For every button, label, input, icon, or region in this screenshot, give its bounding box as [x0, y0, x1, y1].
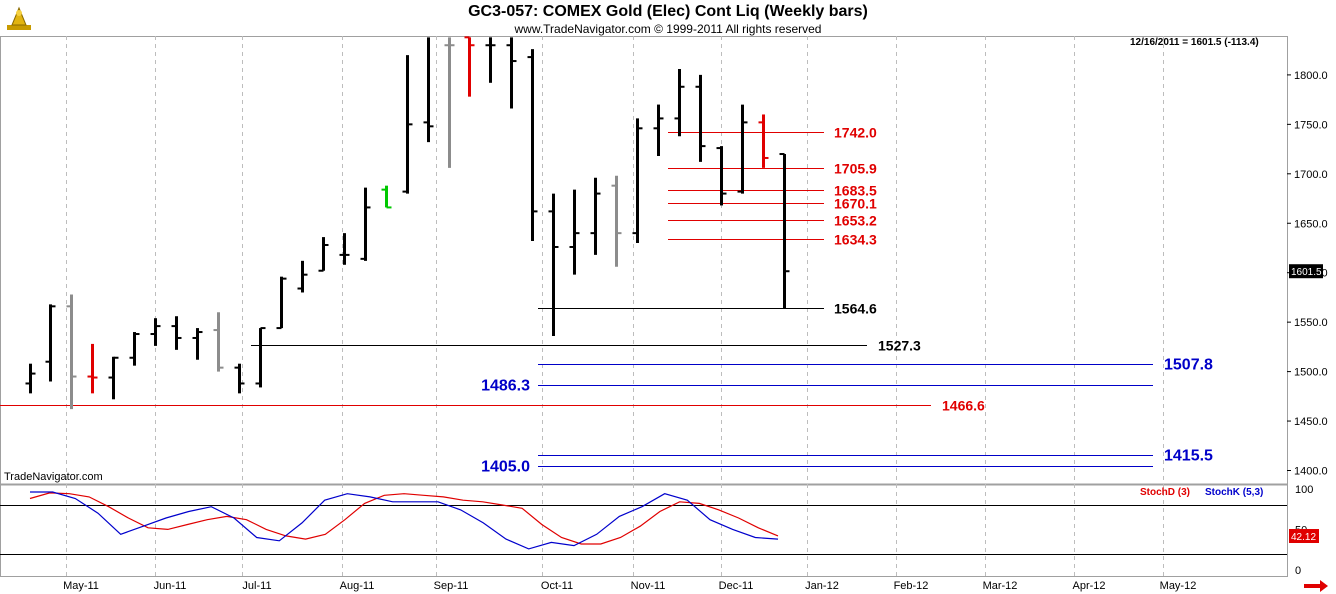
y-tick-label: 1800.0	[1294, 70, 1328, 82]
ohlc-bar	[297, 260, 308, 293]
x-tick-label: Feb-12	[894, 580, 929, 592]
ohlc-bar	[213, 312, 224, 372]
copyright-text: www.TradeNavigator.com © 1999-2011 All r…	[514, 22, 822, 36]
level-label: 1670.1	[834, 196, 877, 212]
level-label: 1634.3	[834, 232, 877, 248]
stoch-tick-label: 0	[1295, 565, 1301, 577]
ohlc-bar	[25, 363, 36, 394]
last-price-badge	[1289, 264, 1323, 279]
ohlc-bar	[339, 233, 350, 265]
level-label: 1415.5	[1164, 448, 1213, 465]
level-label: 1486.3	[481, 378, 530, 395]
ohlc-bar	[779, 153, 790, 309]
brand-label: TradeNavigator.com	[4, 471, 103, 483]
ohlc-bar	[632, 118, 643, 244]
ohlc-bar	[569, 189, 580, 275]
ohlc-bar	[653, 104, 664, 156]
ohlc-bar	[464, 36, 475, 97]
ohlc-bar	[234, 363, 245, 394]
ohlc-bar	[192, 328, 203, 360]
x-tick-label: Oct-11	[541, 580, 573, 592]
level-label: 1742.0	[834, 125, 877, 141]
ohlc-bar	[716, 146, 727, 206]
stoch-value-label: 42.12	[1291, 532, 1316, 543]
ohlc-bar	[171, 316, 182, 350]
ohlc-bar	[485, 37, 496, 83]
ohlc-bar	[611, 175, 622, 267]
trade-navigator-logo-icon	[7, 6, 31, 30]
level-label: 1405.0	[481, 459, 530, 476]
chart-title: GC3-057: COMEX Gold (Elec) Cont Liq (Wee…	[468, 3, 868, 20]
y-tick-label: 1750.0	[1294, 119, 1328, 131]
x-tick-label: Dec-11	[719, 580, 754, 592]
stochastic-panel: 050100StochD (3)StochK (5,3)42.12	[0, 484, 1319, 577]
ohlc-bar	[674, 68, 685, 137]
ohlc-bar	[150, 318, 161, 346]
ohlc-bar	[402, 55, 413, 194]
x-tick-label: Aug-11	[340, 580, 375, 592]
level-label: 1653.2	[834, 213, 877, 229]
ohlc-bar	[423, 37, 434, 143]
y-tick-label: 1700.0	[1294, 169, 1328, 181]
ohlc-bar	[527, 49, 538, 242]
x-tick-label: May-11	[63, 580, 99, 592]
ohlc-bar	[548, 193, 559, 336]
ohlc-bar	[87, 343, 98, 394]
x-tick-label: Apr-12	[1072, 580, 1105, 592]
ohlc-bar	[381, 185, 392, 209]
x-tick-label: Mar-12	[983, 580, 1018, 592]
ohlc-bar	[590, 177, 601, 255]
y-tick-label: 1400.0	[1294, 466, 1328, 478]
x-tick-label: Sep-11	[434, 580, 469, 592]
scroll-right-arrow-icon[interactable]	[1302, 579, 1330, 593]
date-axis: May-11 Jun-11 Jul-11 Aug-11 Sep-11 Oct-11 Nov-…	[63, 580, 1196, 592]
x-tick-label: Jun-11	[154, 580, 187, 592]
ohlc-bar	[695, 74, 706, 162]
level-label: 1507.8	[1164, 357, 1213, 374]
x-tick-label: Nov-11	[631, 580, 666, 592]
ohlc-bar	[66, 294, 77, 410]
y-tick-label: 1450.0	[1294, 416, 1328, 428]
level-label: 1683.5	[834, 183, 877, 199]
ohlc-bar	[758, 114, 769, 168]
price-axis: 1400.01450.01500.01550.01600.01650.01700…	[1287, 70, 1328, 478]
ohlc-bar	[360, 187, 371, 261]
y-tick-label: 1650.0	[1294, 218, 1328, 230]
last-price-label: 1601.5	[1291, 267, 1322, 278]
vertical-gridlines	[66, 36, 1164, 576]
level-label: 1466.6	[942, 398, 985, 414]
ohlc-bar	[45, 304, 56, 382]
level-label: 1564.6	[834, 301, 877, 317]
stoch-series-line	[29, 492, 779, 545]
stoch-series-line	[30, 491, 779, 550]
level-label: 1705.9	[834, 161, 877, 177]
y-tick-label: 1500.0	[1294, 367, 1328, 379]
ohlc-bar	[108, 356, 119, 400]
price-bars	[25, 36, 790, 410]
ohlc-bar	[506, 37, 517, 109]
x-tick-label: May-12	[1160, 580, 1197, 592]
stoch-tick-label: 100	[1295, 484, 1313, 496]
x-tick-label: Jul-11	[242, 580, 271, 592]
stoch-value-badge	[1289, 529, 1319, 543]
level-label: 1527.3	[878, 338, 921, 354]
ohlc-bar	[255, 327, 266, 388]
plot-frame	[0, 36, 1288, 577]
last-quote-readout: 12/16/2011 = 1601.5 (-113.4)	[1130, 37, 1259, 48]
stoch-legend-entry: StochK (5,3)	[1205, 487, 1263, 498]
plot-border	[0, 36, 1288, 577]
x-tick-label: Jan-12	[805, 580, 839, 592]
ohlc-bar	[737, 104, 748, 194]
ohlc-bar	[276, 276, 287, 330]
y-tick-label: 1550.0	[1294, 317, 1328, 329]
ohlc-bar	[444, 37, 455, 168]
ohlc-bar	[129, 332, 140, 366]
ohlc-bar	[318, 237, 329, 272]
stoch-legend-entry: StochD (3)	[1140, 487, 1190, 498]
